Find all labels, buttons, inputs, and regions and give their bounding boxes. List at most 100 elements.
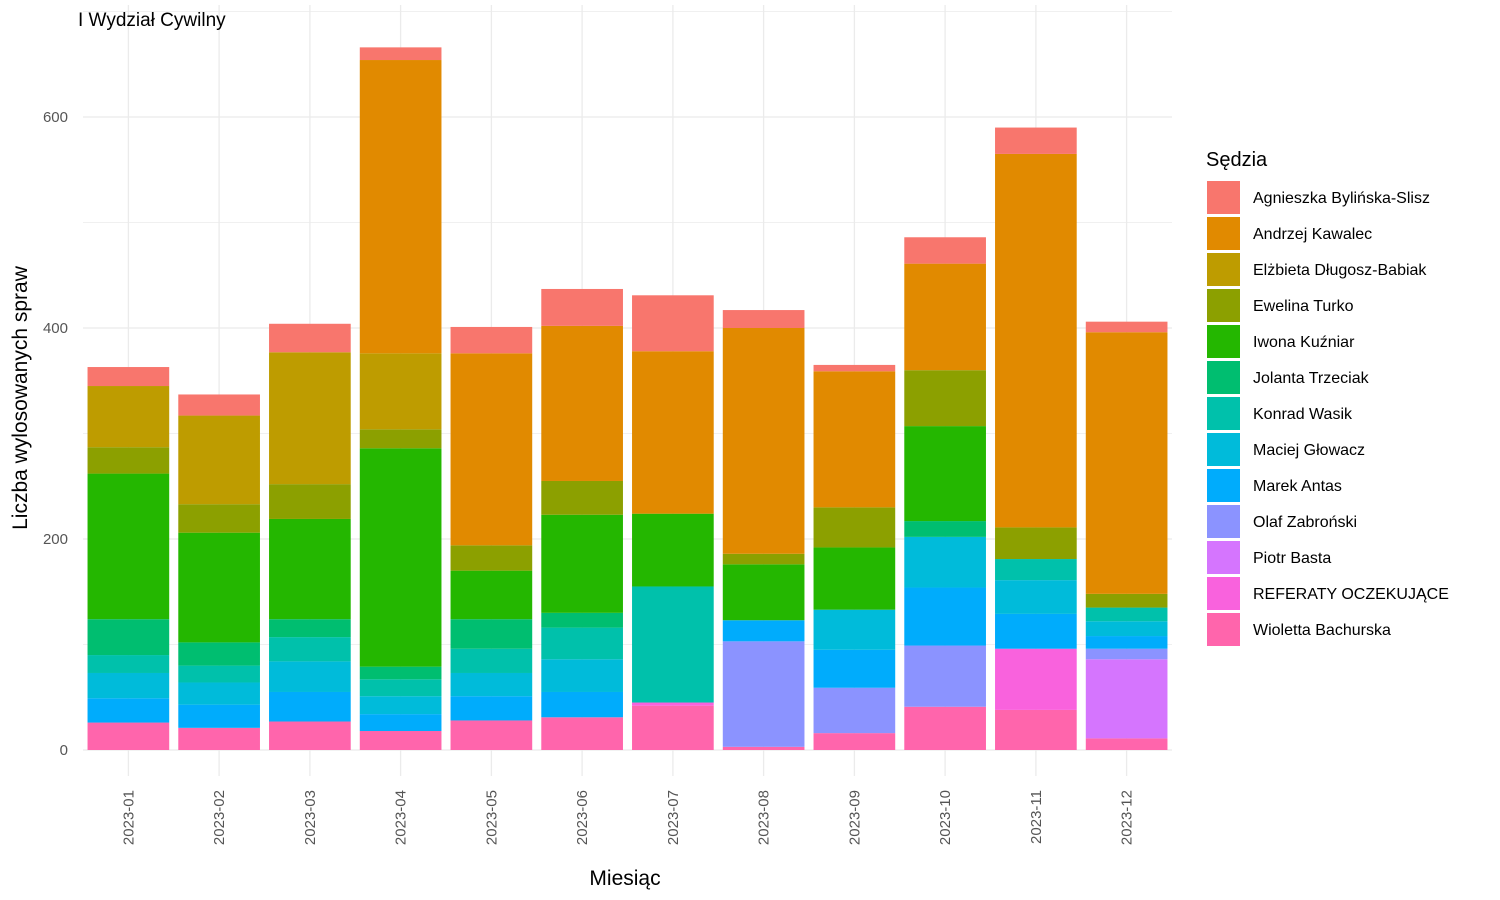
legend-swatch [1207,541,1240,574]
bar-segment: Wioletta Bachurska — 2023-08: 3 [722,746,805,750]
bar-segment: Jolanta Trzeciak — 2023-01: 34 [87,619,170,656]
bar-segment: Iwona Kuźniar — 2023-07: 69 [632,513,714,587]
bar-segment: Agnieszka Bylińska-Slisz — 2023-06: 35 [541,288,623,326]
bar-segment: Agnieszka Bylińska-Slisz — 2023-05: 25 [450,326,533,354]
bar-segment: Jolanta Trzeciak — 2023-03: 17 [269,619,351,638]
bar-segment: Ewelina Turko — 2023-02: 27 [178,504,260,533]
bar-segment: Elżbieta Długosz-Babiak — 2023-01: 58 [87,386,170,448]
bar-segment: Maciej Głowacz — 2023-03: 29 [269,661,351,692]
bar-segment: Wioletta Bachurska — 2023-10: 41 [904,706,986,750]
bar-segment: Piotr Basta — 2023-12: 75 [1085,659,1168,739]
bar-segment: Iwona Kuźniar — 2023-02: 104 [178,532,260,643]
y-tick-label: 0 [60,742,68,759]
y-axis-title: Liczba wylosowanych spraw [9,265,32,530]
legend-label: Konrad Wasik [1253,406,1353,423]
bar-segment: Iwona Kuźniar — 2023-04: 207 [359,448,442,667]
legend-swatch [1207,397,1240,430]
bar-segment: Wioletta Bachurska — 2023-09: 16 [813,733,896,750]
bar-segment: Konrad Wasik — 2023-04: 16 [359,679,442,697]
legend-label: Wioletta Bachurska [1253,622,1391,639]
bar-segment: Iwona Kuźniar — 2023-08: 53 [722,564,805,621]
y-tick-label: 400 [43,320,68,337]
bar-segment: Ewelina Turko — 2023-09: 38 [813,507,896,548]
legend-items: Agnieszka Bylińska-Slisz Andrzej Kawalec E… [1207,181,1449,646]
bar-segment: Andrzej Kawalec — 2023-08: 214 [722,328,805,554]
bar-segment: Iwona Kuźniar — 2023-06: 93 [541,514,623,613]
bar-segment: Jolanta Trzeciak — 2023-04: 12 [359,666,442,680]
legend-swatch [1207,253,1240,286]
bar-segment: Wioletta Bachurska — 2023-11: 38 [995,709,1077,750]
bar-segment: Ewelina Turko — 2023-10: 53 [904,370,986,427]
legend-swatch [1207,433,1240,466]
legend-label: Marek Antas [1253,478,1342,495]
legend-label: Agnieszka Bylińska-Slisz [1253,190,1430,207]
bar-segment: Andrzej Kawalec — 2023-04: 278 [359,60,442,354]
legend-swatch [1207,289,1240,322]
x-tick-label: 2023-12 [1119,790,1136,845]
bar-segment: Maciej Głowacz — 2023-04: 17 [359,696,442,715]
bar-segment: Wioletta Bachurska — 2023-04: 18 [359,731,442,750]
bar-segment: Maciej Głowacz — 2023-02: 21 [178,682,260,705]
bar-segment: Iwona Kuźniar — 2023-05: 46 [450,570,533,620]
bar-segment: Marek Antas — 2023-10: 55 [904,587,986,646]
bar-segment: Iwona Kuźniar — 2023-01: 138 [87,473,170,620]
bar-segment: Marek Antas — 2023-04: 16 [359,714,442,732]
bar-segment: Marek Antas — 2023-06: 24 [541,691,623,718]
bar-segment: Andrzej Kawalec — 2023-12: 248 [1085,332,1168,594]
bar-segment: Marek Antas — 2023-01: 23 [87,698,170,723]
bar-segment: Andrzej Kawalec — 2023-05: 182 [450,353,533,546]
x-tick-label: 2023-09 [846,790,863,845]
legend-label: Piotr Basta [1253,550,1331,567]
legend-label: Olaf Zabroński [1253,514,1357,531]
bar-segment: Konrad Wasik — 2023-03: 23 [269,637,351,662]
y-tick-label: 600 [43,109,68,126]
bar-segment: Wioletta Bachurska — 2023-05: 28 [450,720,533,750]
bar-segment: Olaf Zabroński — 2023-08: 100 [722,641,805,747]
bar-segment: Andrzej Kawalec — 2023-09: 129 [813,371,896,508]
x-tick-label: 2023-08 [756,790,773,845]
bar-segment: Agnieszka Bylińska-Slisz — 2023-02: 20 [178,394,260,416]
x-tick-label: 2023-01 [120,790,137,845]
legend-label: Jolanta Trzeciak [1253,370,1370,387]
bar-segment: Konrad Wasik — 2023-12: 13 [1085,607,1168,622]
legend-label: Elżbieta Długosz-Babiak [1253,262,1427,279]
x-tick-label: 2023-03 [302,790,319,845]
bar-segment: Maciej Głowacz — 2023-12: 14 [1085,621,1168,637]
bar-segment: Ewelina Turko — 2023-04: 18 [359,429,442,449]
bar-segment: Elżbieta Długosz-Babiak — 2023-02: 84 [178,415,260,505]
bar-segment: Konrad Wasik — 2023-11: 20 [995,559,1077,581]
bar-segment: Ewelina Turko — 2023-06: 32 [541,480,623,515]
bar-segment: Wioletta Bachurska — 2023-01: 26 [87,722,170,750]
bar-segment: Olaf Zabroński — 2023-10: 58 [904,645,986,707]
bar-segment: Agnieszka Bylińska-Slisz — 2023-08: 17 [722,310,805,328]
bar-segment: Ewelina Turko — 2023-11: 30 [995,527,1077,560]
bar-segment: Marek Antas — 2023-02: 22 [178,704,260,728]
legend-label: Iwona Kuźniar [1253,334,1355,351]
bar-segment: Agnieszka Bylińska-Slisz — 2023-04: 12 [359,47,442,61]
bar-segment: Konrad Wasik — 2023-07: 110 [632,586,714,703]
y-tick-label: 200 [43,531,68,548]
bar-segment: Andrzej Kawalec — 2023-11: 354 [995,153,1077,528]
bar-segment: Ewelina Turko — 2023-03: 33 [269,484,351,519]
legend-swatch [1207,181,1240,214]
bar-segment: Olaf Zabroński — 2023-12: 10 [1085,648,1168,660]
chart-title: I Wydział Cywilny [78,10,226,31]
bar-segment: Marek Antas — 2023-12: 12 [1085,636,1168,649]
x-tick-label: 2023-07 [665,790,682,845]
bar-segment: Andrzej Kawalec — 2023-10: 101 [904,263,986,371]
legend-label: Andrzej Kawalec [1253,226,1372,243]
bar-segment: Wioletta Bachurska — 2023-02: 21 [178,727,260,750]
bar-segment: Marek Antas — 2023-09: 36 [813,649,896,688]
bar-segment: Marek Antas — 2023-11: 33 [995,613,1077,649]
bar-segment: Jolanta Trzeciak — 2023-10: 15 [904,521,986,537]
y-tick-labels: 0 200 400 600 [43,109,68,759]
bar-segment: Olaf Zabroński — 2023-09: 43 [813,687,896,734]
bar-segment: Ewelina Turko — 2023-01: 25 [87,447,170,474]
bar-segment: Konrad Wasik — 2023-02: 16 [178,665,260,683]
bars: Wioletta Bachurska — 2023-01: 26Marek An… [87,47,1168,750]
bar-segment: Wioletta Bachurska — 2023-03: 27 [269,721,351,750]
bar-segment: Ewelina Turko — 2023-12: 13 [1085,593,1168,608]
bar-segment: REFERATY OCZEKUJĄCE — 2023-07: 3 [632,702,714,706]
bar-segment: Elżbieta Długosz-Babiak — 2023-04: 72 [359,353,442,430]
bar-segment: Iwona Kuźniar — 2023-10: 90 [904,426,986,522]
